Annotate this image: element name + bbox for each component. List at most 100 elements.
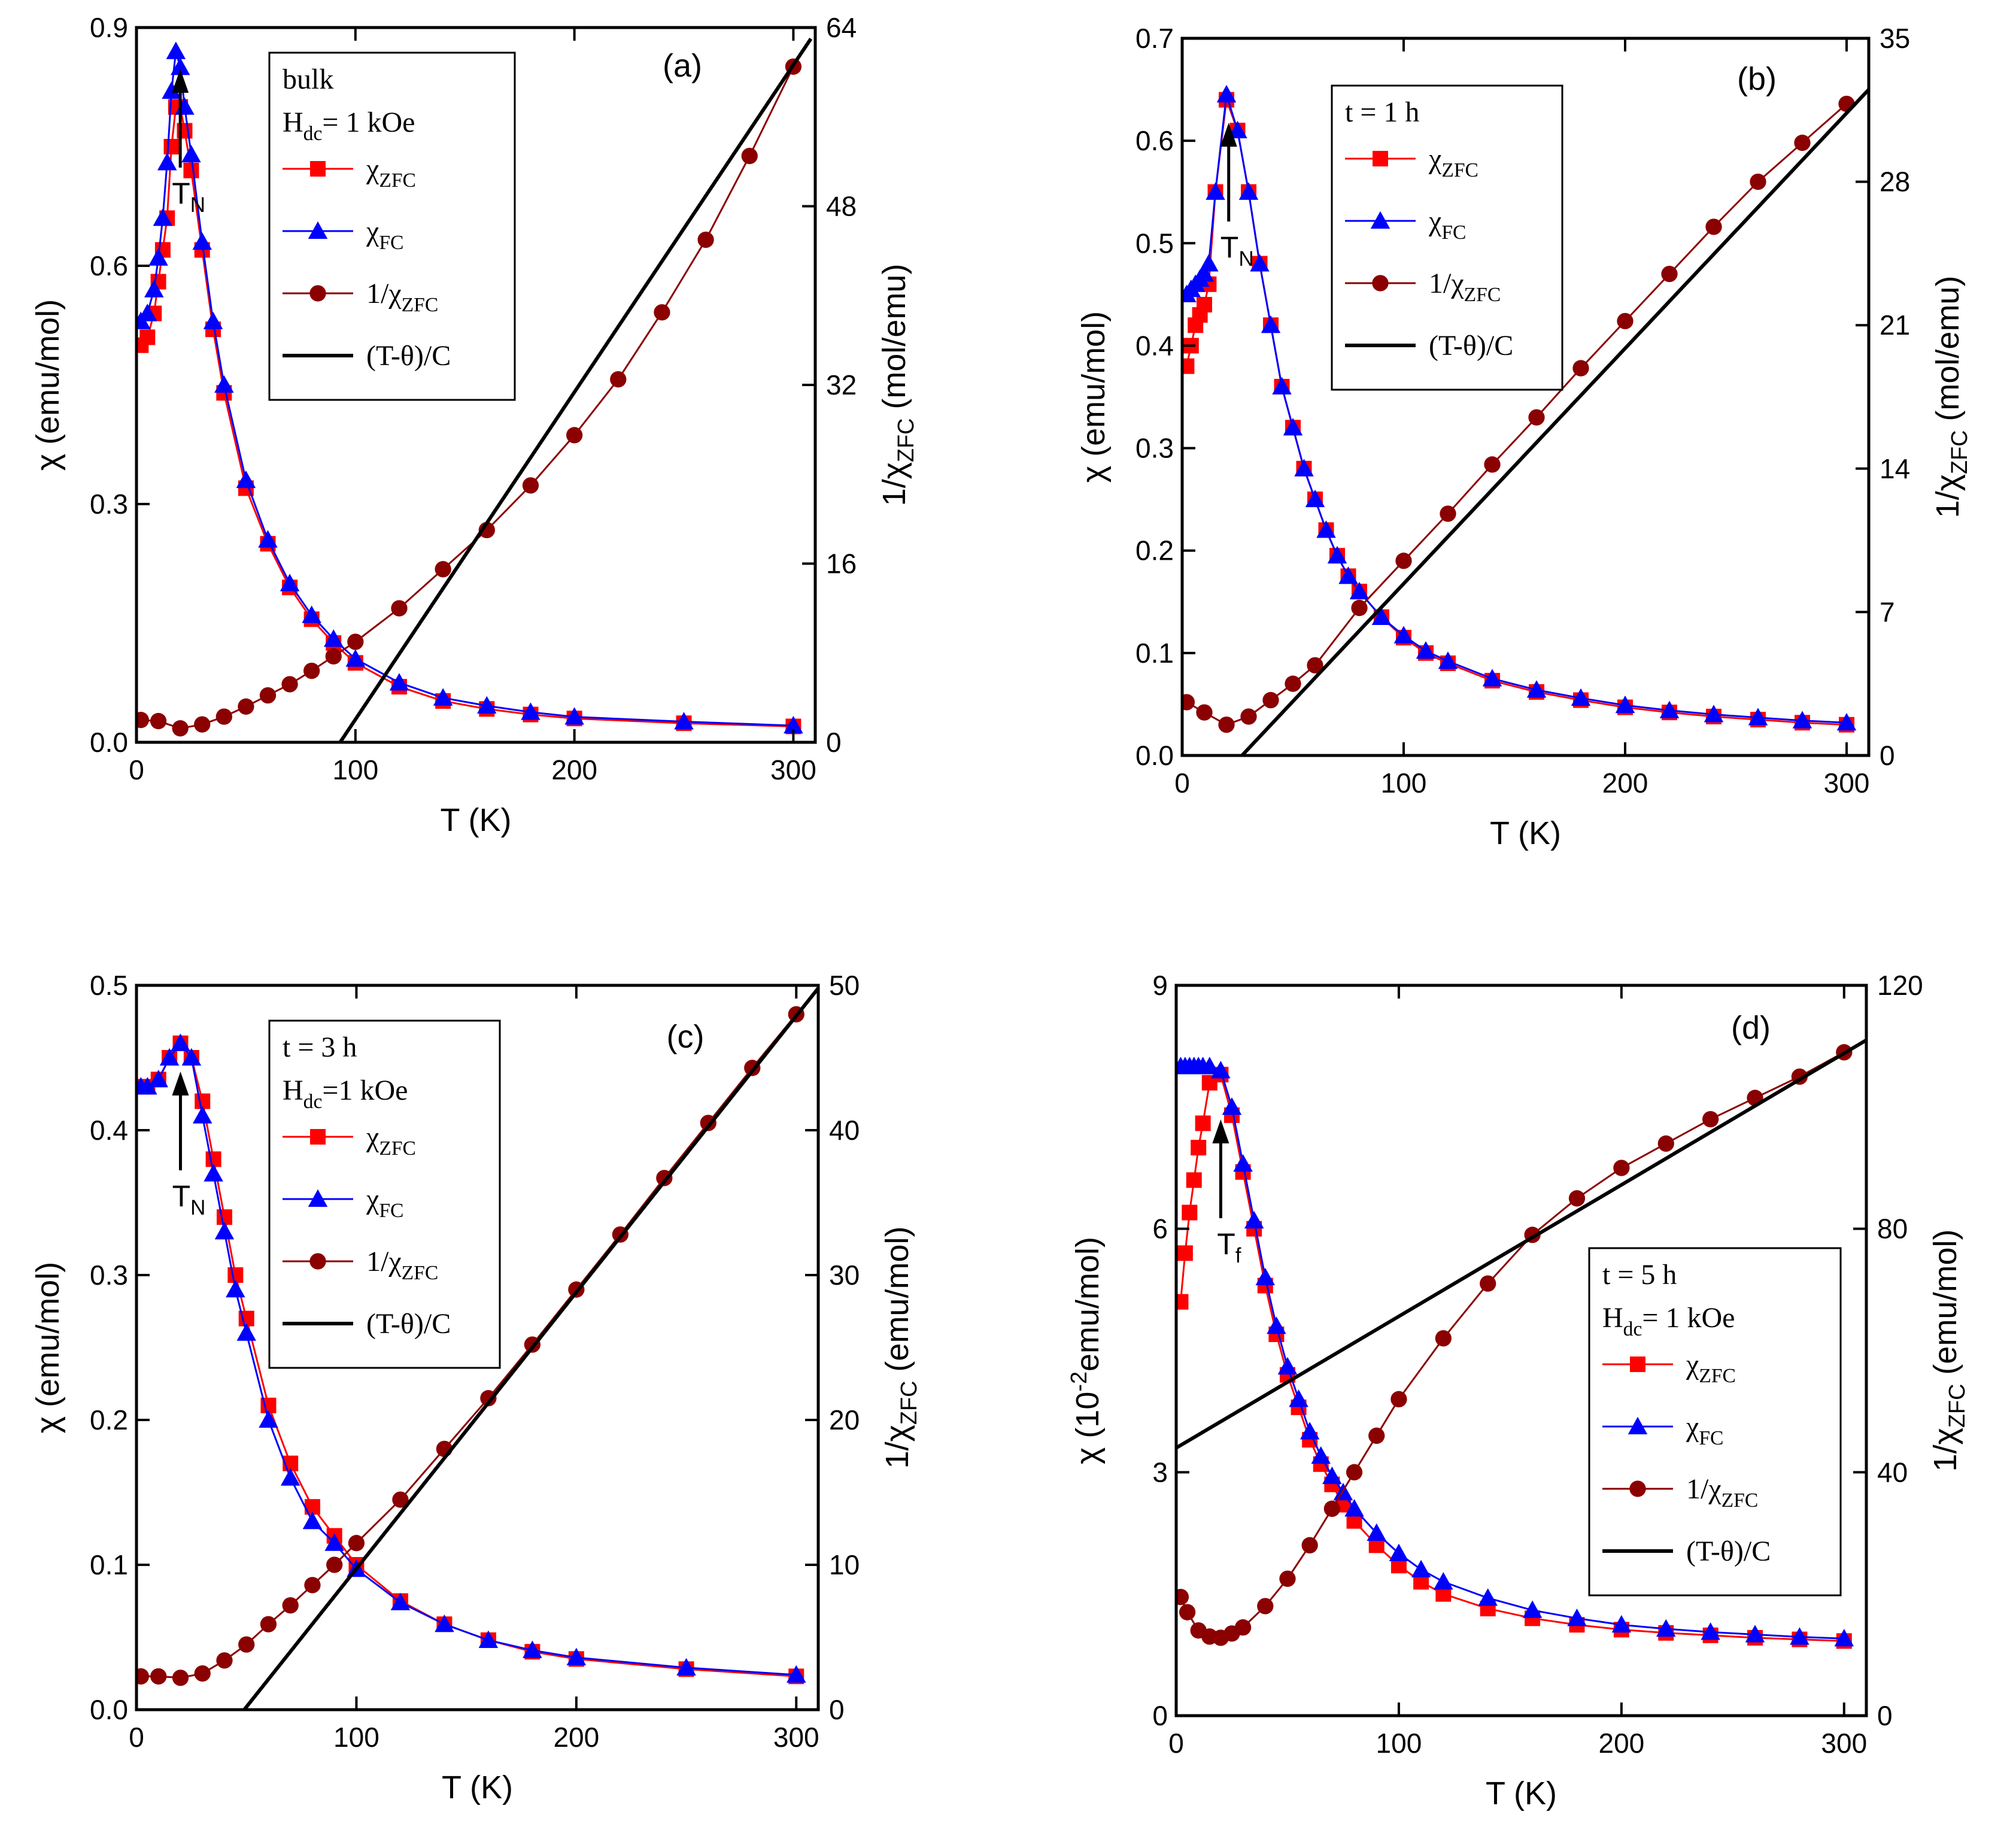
series-1zfc-point [194, 1665, 211, 1682]
series-fc-point [1283, 418, 1303, 436]
y2-tick-label: 0 [1877, 1700, 1893, 1731]
series-1zfc-point [1307, 657, 1323, 674]
y2-axis-label-sub: ZFC [897, 1381, 922, 1425]
y-tick-label: 0.3 [1135, 433, 1174, 464]
y2-tick-label: 20 [829, 1404, 860, 1436]
series-fc-point [302, 1512, 323, 1529]
legend-title-part: t = 1 h [1345, 96, 1419, 128]
legend-label-part: χ [366, 1183, 379, 1215]
series-fc-point [1267, 1316, 1286, 1334]
y2-axis-label-part: (mol/emu) [1930, 276, 1966, 430]
legend-label: χZFC [1686, 1349, 1736, 1387]
legend-title-part: = 1 kOe [1642, 1302, 1735, 1334]
series-1zfc-point [1661, 265, 1678, 283]
y-axis-label: χ (emu/mol) [30, 1262, 66, 1433]
series-1zfc-point [259, 687, 277, 704]
series-1zfc-point [215, 708, 232, 725]
x-tick-label: 200 [1602, 767, 1648, 799]
series-fc-point [1327, 546, 1347, 564]
series-1zfc-point [522, 477, 539, 494]
series-fc-point [1216, 84, 1237, 103]
series-fc-point [1704, 705, 1724, 723]
series-fc-point [1211, 1061, 1231, 1079]
series-1zfc-point [348, 1535, 365, 1552]
legend-label-part: χ [366, 216, 379, 247]
series-fc-point [1228, 120, 1247, 139]
y2-tick-label: 120 [1877, 970, 1923, 1001]
series-fc-point [1482, 669, 1502, 687]
y2-axis-label: 1/χZFC (emu/mol) [1927, 1230, 1970, 1472]
series-fc-point [1316, 520, 1336, 538]
series-1zfc-point [238, 1636, 255, 1653]
legend-label: χFC [1686, 1411, 1723, 1449]
series-1zfc-point [282, 1597, 299, 1614]
series-fc-point [521, 702, 541, 720]
series-1zfc-point [1480, 1275, 1496, 1292]
y-tick-label: 0.0 [90, 1694, 128, 1725]
series-1zfc-point [1750, 173, 1766, 190]
series-group [136, 987, 818, 1710]
series-1zfc-point [281, 676, 298, 693]
legend-label: 1/χZFC [1429, 268, 1501, 306]
series-1zfc-point [1234, 1619, 1252, 1636]
y-tick-label: 0.0 [90, 727, 128, 758]
series-1zfc-point [136, 1668, 149, 1685]
y-tick-label: 9 [1152, 970, 1168, 1001]
y2-tick-label: 21 [1880, 309, 1910, 341]
y2-axis-label: 1/χZFC (emu/mol) [879, 1227, 922, 1469]
y2-tick-label: 28 [1880, 166, 1910, 198]
series-fc-point [1792, 711, 1812, 729]
x-tick-label: 300 [1821, 1728, 1867, 1759]
series-zfc-point [183, 162, 199, 178]
y-tick-label: 0.1 [90, 1549, 128, 1580]
series-fc-point [1250, 254, 1270, 272]
series-fc-point [1389, 1543, 1409, 1561]
x-tick-label: 0 [1174, 767, 1190, 799]
series-fc-point [784, 715, 803, 734]
y2-tick-label: 0 [1880, 740, 1895, 771]
annotation-arrowhead [172, 1072, 189, 1095]
series-1zfc-point [1196, 704, 1213, 721]
series-zfc-point [163, 139, 180, 154]
y2-axis-label-part: 1/χ [1930, 474, 1966, 518]
legend-title-part: bulk [283, 63, 333, 95]
y2-tick-label: 0 [829, 1694, 845, 1725]
y-tick-label: 0.7 [1135, 23, 1174, 54]
series-tc-line [338, 38, 813, 742]
series-1zfc-point [1705, 218, 1722, 235]
series-1zfc-point [610, 371, 627, 388]
legend-label-part: χ [1428, 205, 1442, 237]
series-fc-point [1349, 581, 1370, 600]
legend-marker [1370, 211, 1390, 229]
series-fc-point [1790, 1627, 1809, 1645]
series-1zfc-point [326, 1556, 343, 1573]
legend-marker [308, 221, 328, 239]
y-tick-label: 0.6 [1135, 125, 1174, 156]
x-axis-label: T (K) [1486, 1776, 1557, 1811]
x-tick-label: 100 [333, 1722, 379, 1753]
annotation-label: TN [172, 1179, 206, 1219]
annotation-label: TN [172, 177, 205, 217]
series-1zfc-point [1390, 1391, 1407, 1407]
series-fc-point [1745, 1625, 1765, 1643]
series-1zfc-point [1257, 1598, 1274, 1615]
series-fc-point [1748, 708, 1768, 726]
series-fc-point [1367, 1523, 1386, 1541]
series-fc-point [138, 304, 157, 321]
series-1zfc-point [172, 1670, 189, 1686]
series-fc-point [1277, 1356, 1298, 1375]
y-tick-label: 0 [1152, 1700, 1168, 1731]
legend-label-sub: ZFC [1722, 1489, 1759, 1512]
y2-axis-label-part: 1/χ [1927, 1428, 1963, 1471]
y-tick-label: 6 [1152, 1213, 1168, 1245]
legend-marker [309, 1253, 326, 1270]
y-tick-label: 0.2 [90, 1404, 128, 1436]
y-axis-label: χ (emu/mol) [30, 299, 66, 471]
series-fc-point [787, 1665, 806, 1683]
legend-marker [1630, 1356, 1645, 1372]
series-tc-line [1176, 1038, 1866, 1450]
series-fc-point [1255, 1267, 1276, 1285]
series-fc-point [390, 1592, 411, 1610]
